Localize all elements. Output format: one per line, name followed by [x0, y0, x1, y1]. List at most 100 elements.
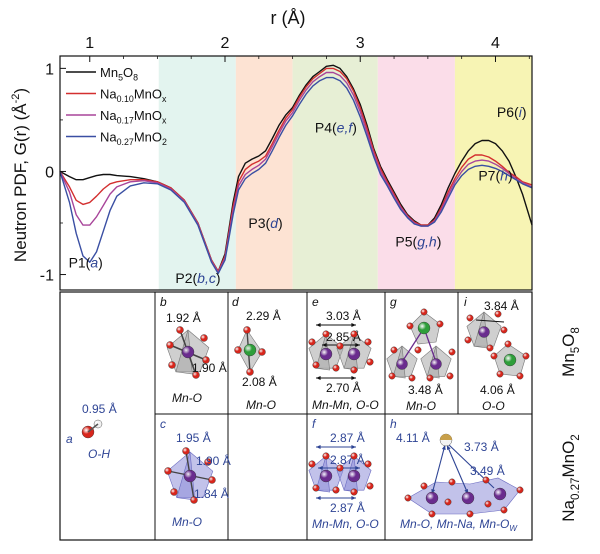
- plot-frame: [59, 55, 533, 291]
- o-atom: [504, 340, 512, 348]
- panel-c-distance-1: 1.95 Å: [176, 430, 211, 445]
- o-atom: [336, 342, 344, 350]
- panel-b: b1.92 Å 1.90 Å Mn-O: [160, 295, 227, 405]
- o-atom: [500, 326, 508, 334]
- peak-label-6: P6(i): [497, 104, 527, 120]
- o-atom: [364, 460, 372, 468]
- o-atom: [336, 464, 344, 472]
- o-atom: [350, 488, 358, 496]
- o-atom: [322, 452, 330, 460]
- panel-h: h4.11 Å 3.73 Å 3.49 Å Mn-O, Mn-Na, Mn-OW: [390, 417, 524, 533]
- panel-f: f 2.87 Å 2.87 Å 2.87 Å Mn-Mn, O-O: [308, 417, 379, 531]
- o-atom: [366, 482, 374, 490]
- mn-atom: [181, 345, 195, 359]
- o-atom: [420, 308, 428, 316]
- o-atom: [446, 372, 454, 380]
- panel-g-distance-1: 3.48 Å: [408, 382, 443, 397]
- x-tick-label-2: 2: [221, 35, 230, 52]
- x-tick-label-1: 1: [85, 35, 94, 52]
- mn-tetrahedral-atom: [243, 343, 257, 357]
- o-atom: [490, 352, 498, 360]
- panel-h-bond-type: Mn-O, Mn-Na, Mn-OW: [400, 517, 518, 533]
- mn-atom: [493, 487, 507, 501]
- legend: Mn5O8 Na0.10MnOx Na0.17MnOx Na0.27MnO2: [66, 65, 167, 147]
- panel-g-bond-type: Mn-O: [406, 399, 436, 413]
- o-atom: [350, 366, 358, 374]
- o-atom: [234, 346, 242, 354]
- o-atom: [200, 334, 208, 342]
- panel-h-distance-3: 3.49 Å: [470, 463, 505, 478]
- o-atom: [426, 374, 434, 382]
- o-atom: [420, 482, 428, 490]
- arrow-f3-head: [316, 496, 321, 500]
- panel-f-distance-3: 2.87 Å: [330, 500, 365, 515]
- mn-atom: [319, 347, 333, 361]
- panel-f-letter: f: [312, 417, 317, 431]
- legend-label: Na0.27MnO2: [100, 130, 167, 148]
- arrow-f1-head: [316, 445, 321, 449]
- arrow-e3-head: [316, 376, 321, 380]
- series-line-4: [59, 76, 533, 275]
- y-tick-label: 1: [45, 61, 54, 78]
- arrow-e1-head: [316, 323, 321, 327]
- panel-e-distance-3: 2.70 Å: [326, 380, 361, 395]
- panel-i-distance-2: 4.06 Å: [480, 382, 515, 397]
- arrow-f2-head: [355, 466, 360, 470]
- o-atom: [204, 458, 212, 466]
- panel-d-letter: d: [232, 295, 239, 309]
- o-atom: [366, 358, 374, 366]
- panel-e-distance-1: 3.03 Å: [326, 308, 361, 323]
- o-atom: [170, 488, 178, 496]
- o-atom: [308, 460, 316, 468]
- region-band-1: [158, 56, 236, 290]
- mn-atom: [461, 491, 475, 505]
- o-atom: [408, 374, 416, 382]
- o-atom: [202, 356, 210, 364]
- peak-label-2: P2(b,c): [175, 270, 220, 286]
- o-atom: [190, 496, 198, 504]
- o-atom: [522, 352, 530, 360]
- panel-a: a 0.95 Å O-H: [66, 401, 117, 461]
- arrow-f2-head: [318, 466, 323, 470]
- panel-b-distance-1: 1.92 Å: [166, 310, 201, 325]
- o-atom: [444, 498, 452, 506]
- panel-c-distance-3: 1.84 Å: [194, 486, 229, 501]
- o-atom: [243, 326, 251, 334]
- o-atom: [258, 348, 266, 356]
- o-atom: [448, 478, 456, 486]
- y-axis-label: Neutron PDF, G(r) (Å-2): [10, 88, 30, 262]
- arrow-f3-head: [351, 496, 356, 500]
- y-tick-label: -1: [40, 268, 54, 285]
- o-atom: [486, 344, 494, 352]
- pdf-plot: 1 2 3 4 r (Å) -1 0 1 Neutron PDF, G(r) (Å-2) Mn5O…: [10, 8, 533, 291]
- arrow-h2-head: [447, 445, 451, 450]
- panel-h-distance-1: 4.11 Å: [396, 430, 430, 445]
- panel-i-bond-type: O-O: [482, 399, 505, 413]
- tetrahedral-atom: [503, 353, 517, 367]
- o-atom: [500, 506, 508, 514]
- o-atom: [448, 348, 456, 356]
- distance-line: [475, 319, 505, 323]
- mn-atom: [430, 358, 442, 370]
- region-band-2: [235, 56, 293, 290]
- structure-panels: a 0.95 Å O-H b1.92 Å 1.90 Å Mn-O c 1.95 Å 1.90 Å…: [59, 291, 582, 541]
- o-atom: [496, 370, 504, 378]
- o-atom: [390, 346, 398, 354]
- o-atom: [332, 486, 340, 494]
- peak-label-3: P3(d): [248, 215, 282, 231]
- legend-label: Mn5O8: [100, 65, 138, 83]
- panel-c-distance-2: 1.90 Å: [196, 453, 231, 468]
- o-atom: [482, 476, 490, 484]
- o-atom: [388, 372, 396, 380]
- o-atom: [176, 326, 184, 334]
- peak-label-4: P4(e,f): [315, 119, 357, 135]
- o-atom: [436, 320, 444, 328]
- water-shading: [440, 434, 452, 440]
- arrow-e3-head: [351, 376, 356, 380]
- o-atom: [312, 361, 320, 369]
- panel-i-distance-1: 3.84 Å: [484, 298, 519, 313]
- panel-a-bond-type: O-H: [88, 447, 110, 461]
- o-atom: [192, 371, 200, 379]
- panel-g: g 3.48 Å Mn-O: [386, 295, 456, 413]
- mn-atom: [183, 469, 197, 483]
